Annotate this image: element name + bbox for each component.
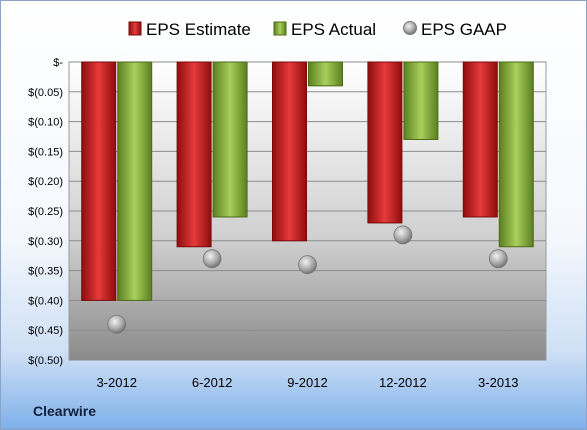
legend-estimate-label: EPS Estimate xyxy=(146,20,251,39)
eps-estimate-bar xyxy=(462,61,498,218)
y-axis: $- $(0.05) $(0.10) $(0.15) $(0.20) $(0.25) $(0… xyxy=(28,57,63,367)
legend-estimate-swatch xyxy=(128,21,142,36)
eps-actual-bar xyxy=(403,61,439,140)
eps-estimate-bar xyxy=(367,61,403,224)
eps-estimate-bar xyxy=(176,61,212,248)
y-tick-label: $(0.35) xyxy=(28,266,63,278)
eps-gaap-marker xyxy=(298,255,317,275)
eps-gaap-marker xyxy=(107,314,127,334)
y-tick-label: $(0.40) xyxy=(28,295,63,307)
eps-actual-bar xyxy=(308,61,343,87)
gaap-markers xyxy=(107,225,508,334)
x-category-label: 9-2012 xyxy=(287,375,327,390)
eps-actual-bar xyxy=(498,61,534,248)
y-tick-label: $(0.30) xyxy=(28,236,63,248)
eps-estimate-bar xyxy=(81,61,117,301)
y-tick-label: $(0.25) xyxy=(28,206,63,218)
x-category-label: 12-2012 xyxy=(379,375,427,390)
x-category-label: 6-2012 xyxy=(192,375,232,390)
legend-gaap-label: EPS GAAP xyxy=(421,20,507,39)
x-category-label: 3-2012 xyxy=(96,375,136,390)
y-tick-label: $(0.20) xyxy=(28,176,63,188)
x-category-label: 3-2013 xyxy=(478,375,518,390)
legend-actual-swatch xyxy=(273,21,287,36)
company-name: Clearwire xyxy=(33,403,97,419)
eps-estimate-bar xyxy=(272,61,307,242)
eps-gaap-marker xyxy=(488,249,508,269)
eps-gaap-marker xyxy=(202,249,222,269)
y-tick-label: $(0.15) xyxy=(28,146,63,158)
y-tick-label: $(0.10) xyxy=(28,117,63,129)
bars xyxy=(81,61,534,301)
legend-gaap-swatch xyxy=(403,21,417,35)
legend: EPS Estimate EPS Actual EPS GAAP xyxy=(128,20,507,39)
legend-actual-label: EPS Actual xyxy=(291,20,376,39)
y-tick-label: $(0.05) xyxy=(28,87,63,99)
eps-gaap-marker xyxy=(393,225,413,245)
eps-actual-bar xyxy=(212,61,248,218)
eps-actual-bar xyxy=(117,61,153,301)
y-tick-label: $- xyxy=(53,57,63,69)
x-axis: 3-2012 6-2012 9-2012 12-2012 3-2013 xyxy=(96,375,518,390)
y-tick-label: $(0.45) xyxy=(28,325,63,337)
y-tick-label: $(0.50) xyxy=(28,355,63,367)
